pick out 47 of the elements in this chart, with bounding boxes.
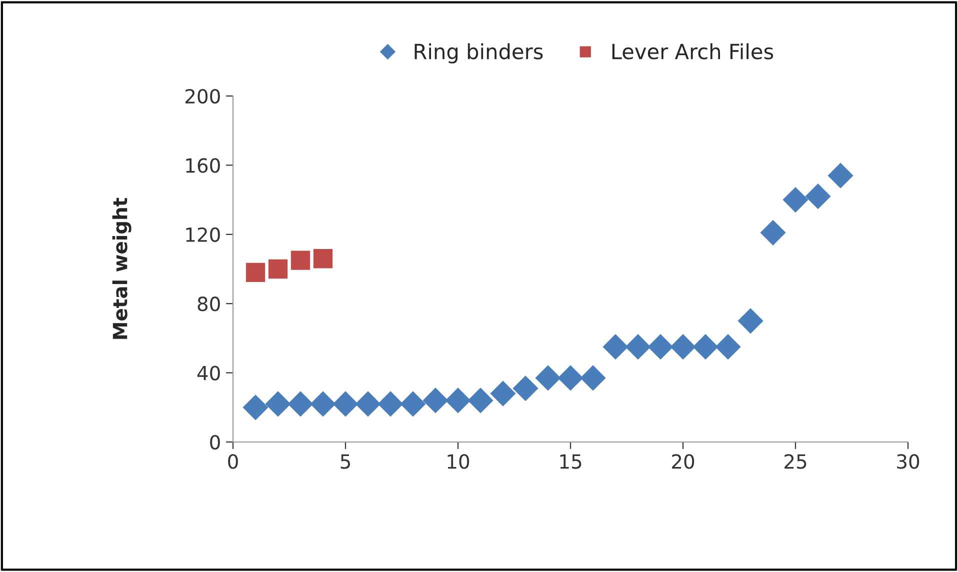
- point: [648, 334, 674, 360]
- point: [782, 186, 808, 213]
- point: [580, 365, 606, 391]
- y-tick-label: 160: [186, 158, 220, 173]
- y-tick-label: 120: [186, 227, 220, 242]
- point: [828, 162, 854, 188]
- point: [378, 391, 404, 417]
- point: [332, 391, 358, 417]
- legend-label: Ring binders: [414, 43, 543, 64]
- x-tick-label: 10: [448, 454, 470, 469]
- x-tick-label: 20: [672, 454, 694, 469]
- point: [290, 250, 310, 270]
- point: [535, 365, 561, 391]
- point: [355, 391, 381, 417]
- point: [692, 334, 718, 360]
- point: [468, 388, 494, 414]
- y-axis-title: Metal weight: [112, 198, 132, 339]
- y-tick-label: 0: [210, 434, 220, 450]
- point: [738, 308, 764, 334]
- point: [602, 334, 628, 360]
- y-tick-label: 200: [186, 88, 220, 104]
- y-tick-label: 80: [198, 296, 220, 312]
- point: [265, 391, 291, 417]
- point: [670, 334, 696, 360]
- point: [490, 380, 516, 406]
- point: [558, 365, 584, 391]
- point: [422, 388, 448, 414]
- x-tick-label: 0: [228, 454, 238, 469]
- y-tick-label: 40: [197, 366, 220, 380]
- x-tick-label: 5: [340, 454, 350, 469]
- point: [445, 388, 471, 414]
- x-tick-label: 30: [897, 454, 920, 469]
- point: [400, 391, 426, 417]
- point: [313, 249, 333, 268]
- legend-label: Lever Arch Files: [612, 43, 774, 60]
- point: [805, 184, 831, 210]
- x-tick-label: 15: [560, 454, 582, 469]
- point: [288, 391, 314, 417]
- x-tick-label: 25: [784, 454, 806, 469]
- point: [715, 334, 741, 360]
- point: [625, 334, 651, 360]
- point: [242, 394, 268, 420]
- point: [268, 259, 288, 279]
- point: [760, 220, 786, 246]
- point: [512, 376, 538, 402]
- point: [246, 262, 266, 282]
- point: [310, 391, 336, 417]
